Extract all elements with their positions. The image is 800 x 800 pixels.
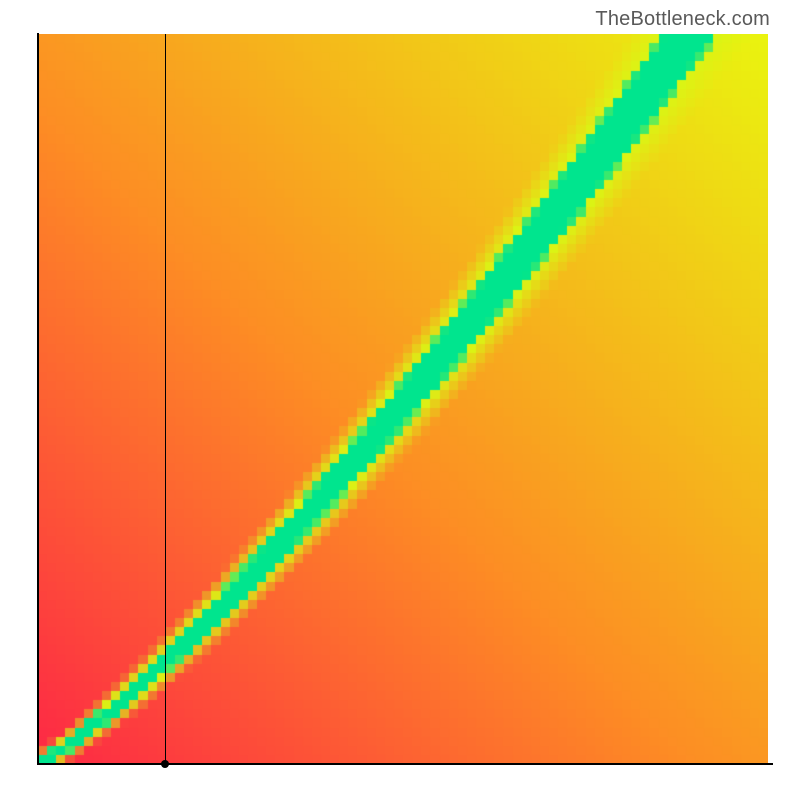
heatmap-canvas — [38, 34, 768, 764]
watermark-text: TheBottleneck.com — [595, 8, 770, 31]
crosshair-dot — [161, 760, 169, 768]
x-axis — [37, 763, 773, 765]
crosshair-vertical-line — [165, 34, 166, 764]
heatmap-chart — [38, 34, 768, 764]
y-axis — [37, 33, 39, 765]
